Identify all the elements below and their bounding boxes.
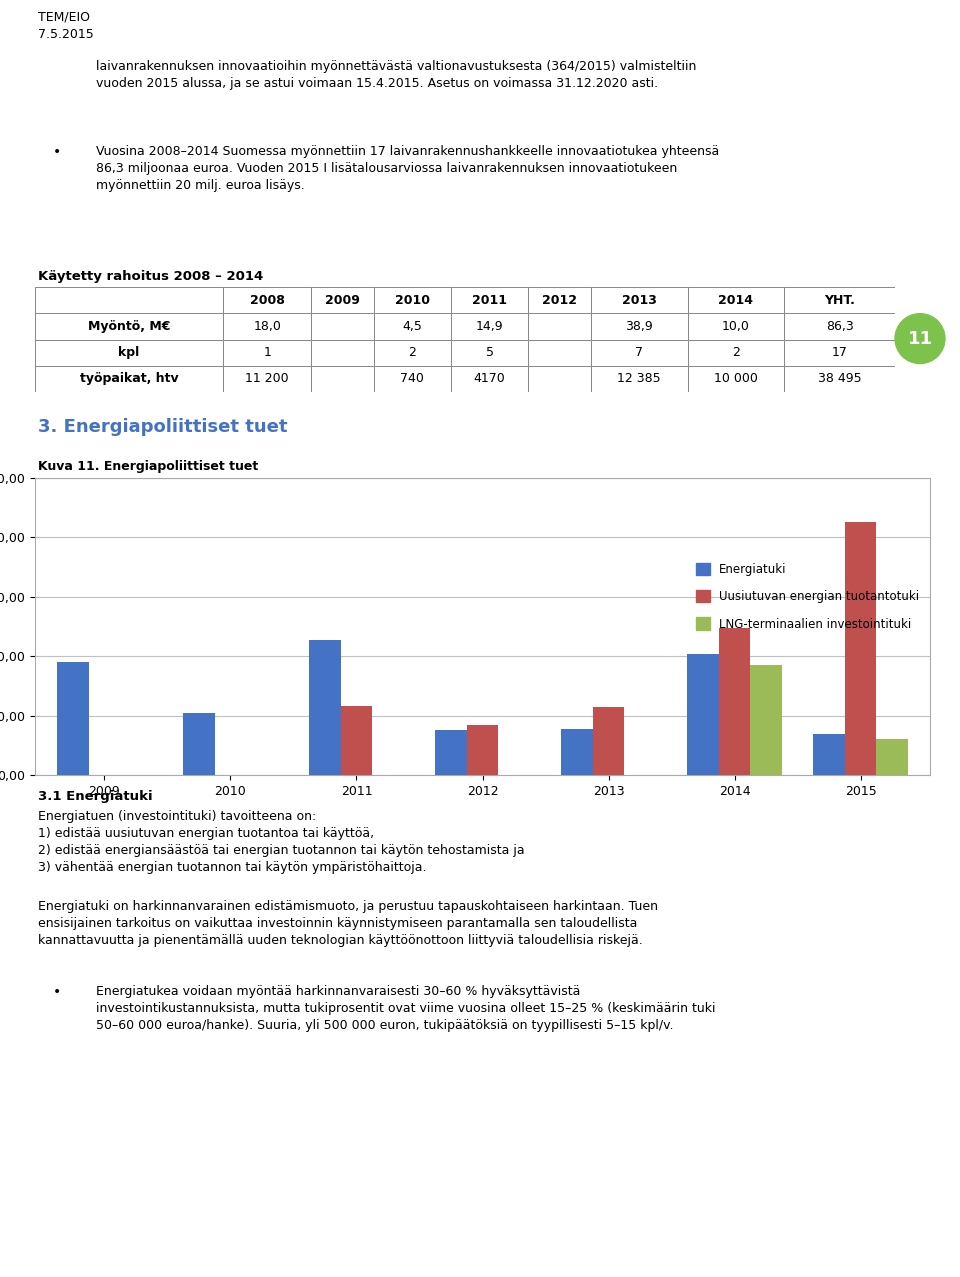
Text: YHT.: YHT. xyxy=(825,294,855,306)
Text: 10,0: 10,0 xyxy=(722,319,750,333)
Text: •: • xyxy=(53,985,61,999)
Bar xyxy=(35,340,223,365)
Bar xyxy=(590,365,687,392)
Bar xyxy=(223,313,311,340)
Bar xyxy=(341,706,372,775)
Bar xyxy=(373,365,451,392)
Bar xyxy=(35,313,223,340)
Bar xyxy=(528,313,590,340)
Bar xyxy=(687,287,784,313)
Text: 86,3: 86,3 xyxy=(826,319,853,333)
Text: 11 200: 11 200 xyxy=(246,373,289,386)
Bar xyxy=(687,365,784,392)
Text: 2009: 2009 xyxy=(325,294,360,306)
Bar xyxy=(590,287,687,313)
Text: 2014: 2014 xyxy=(718,294,754,306)
Text: 2013: 2013 xyxy=(622,294,657,306)
Bar xyxy=(311,365,373,392)
Text: 7: 7 xyxy=(636,346,643,359)
Text: 2: 2 xyxy=(732,346,740,359)
Bar xyxy=(373,313,451,340)
Text: 5: 5 xyxy=(486,346,493,359)
Circle shape xyxy=(895,314,945,364)
Text: 38 495: 38 495 xyxy=(818,373,861,386)
Text: 3.1 Energiatuki: 3.1 Energiatuki xyxy=(38,790,153,803)
Bar xyxy=(35,365,223,392)
Text: 740: 740 xyxy=(400,373,424,386)
Text: 3. Energiapoliittiset tuet: 3. Energiapoliittiset tuet xyxy=(38,418,288,435)
Text: Kuva 11. Energiapoliittiset tuet: Kuva 11. Energiapoliittiset tuet xyxy=(38,460,258,472)
Text: 4170: 4170 xyxy=(474,373,506,386)
Bar xyxy=(451,340,528,365)
Bar xyxy=(373,287,451,313)
Bar xyxy=(590,340,687,365)
Bar xyxy=(784,365,895,392)
Text: 7.5.2015: 7.5.2015 xyxy=(38,28,94,41)
Bar xyxy=(311,313,373,340)
Text: Myöntö, M€: Myöntö, M€ xyxy=(87,319,170,333)
Text: Käytetty rahoitus 2008 – 2014: Käytetty rahoitus 2008 – 2014 xyxy=(38,269,264,283)
Bar xyxy=(845,522,876,775)
Text: 4,5: 4,5 xyxy=(402,319,422,333)
Text: 10 000: 10 000 xyxy=(714,373,757,386)
Text: 17: 17 xyxy=(831,346,848,359)
Text: 12 385: 12 385 xyxy=(617,373,661,386)
Bar xyxy=(528,287,590,313)
Bar xyxy=(451,365,528,392)
Bar xyxy=(311,287,373,313)
Bar xyxy=(592,706,624,775)
Bar xyxy=(309,640,341,775)
Bar xyxy=(451,287,528,313)
Bar xyxy=(784,313,895,340)
Text: Energiatuki on harkinnanvarainen edistämismuoto, ja perustuu tapauskohtaiseen ha: Energiatuki on harkinnanvarainen edistäm… xyxy=(38,900,659,948)
Text: •: • xyxy=(53,146,61,160)
Bar xyxy=(687,654,719,775)
Bar xyxy=(451,313,528,340)
Bar xyxy=(435,730,467,775)
Text: 2008: 2008 xyxy=(250,294,284,306)
Text: 11: 11 xyxy=(907,329,932,347)
Bar xyxy=(467,725,498,775)
Bar xyxy=(35,287,223,313)
Bar xyxy=(813,734,845,775)
Bar xyxy=(57,663,88,775)
Text: Energiatukea voidaan myöntää harkinnanvaraisesti 30–60 % hyväksyttävistä
investo: Energiatukea voidaan myöntää harkinnanva… xyxy=(96,985,715,1032)
Text: 2010: 2010 xyxy=(395,294,430,306)
Bar xyxy=(751,664,781,775)
Bar xyxy=(719,628,751,775)
Text: kpl: kpl xyxy=(118,346,140,359)
Text: työpaikat, htv: työpaikat, htv xyxy=(80,373,179,386)
Text: Energiatuen (investointituki) tavoitteena on:
1) edistää uusiutuvan energian tuo: Energiatuen (investointituki) tavoitteen… xyxy=(38,810,525,873)
Text: 2: 2 xyxy=(408,346,417,359)
Bar xyxy=(223,287,311,313)
Text: 1: 1 xyxy=(263,346,271,359)
Text: TEM/EIO: TEM/EIO xyxy=(38,10,90,23)
Bar xyxy=(687,313,784,340)
Bar xyxy=(784,287,895,313)
Bar xyxy=(373,340,451,365)
Text: laivanrakennuksen innovaatioihin myönnettävästä valtionavustuksesta (364/2015) v: laivanrakennuksen innovaatioihin myönnet… xyxy=(96,60,696,89)
Bar xyxy=(876,739,908,775)
Bar xyxy=(223,340,311,365)
Bar xyxy=(562,729,592,775)
Text: 14,9: 14,9 xyxy=(476,319,504,333)
Bar xyxy=(223,365,311,392)
Text: Vuosina 2008–2014 Suomessa myönnettiin 17 laivanrakennushankkeelle innovaatiotuk: Vuosina 2008–2014 Suomessa myönnettiin 1… xyxy=(96,146,719,192)
Legend: Energiatuki, Uusiutuvan energian tuotantotuki, LNG-terminaalien investointituki: Energiatuki, Uusiutuvan energian tuotant… xyxy=(691,558,924,635)
Text: 2012: 2012 xyxy=(542,294,577,306)
Bar xyxy=(687,340,784,365)
Text: 18,0: 18,0 xyxy=(253,319,281,333)
Bar xyxy=(528,340,590,365)
Bar xyxy=(528,365,590,392)
Bar xyxy=(311,340,373,365)
Bar xyxy=(784,340,895,365)
Bar xyxy=(590,313,687,340)
Text: 2011: 2011 xyxy=(472,294,507,306)
Bar xyxy=(183,713,215,775)
Text: 38,9: 38,9 xyxy=(625,319,653,333)
